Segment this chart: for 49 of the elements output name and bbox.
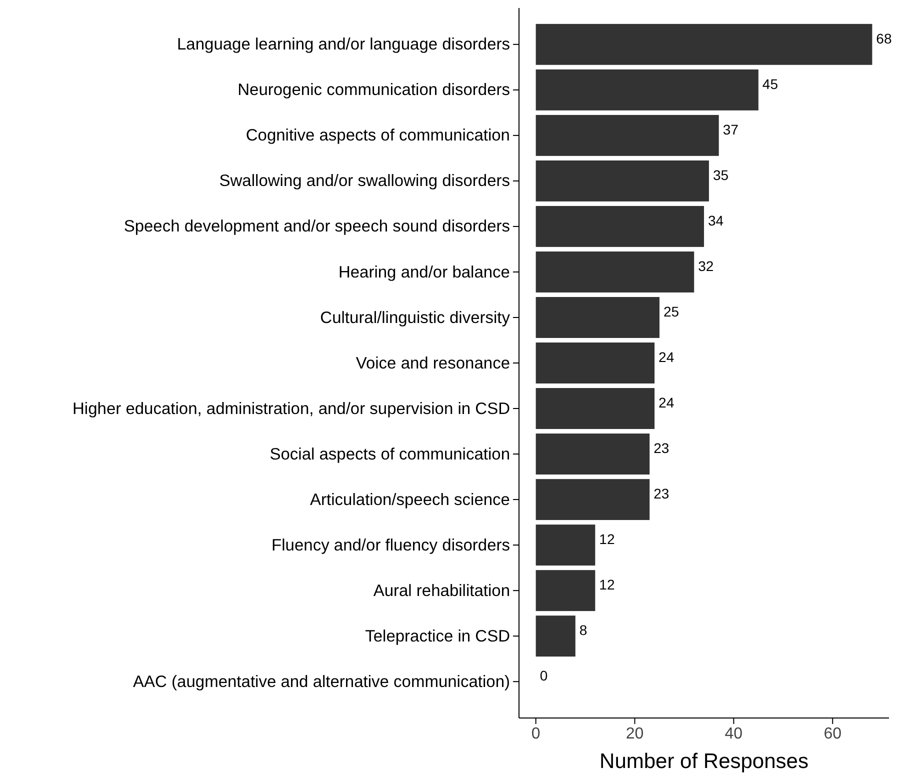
- y-tick-label: Telepractice in CSD: [365, 627, 510, 646]
- bar: [536, 297, 660, 338]
- data-label: 35: [712, 166, 729, 183]
- data-label: 12: [599, 530, 615, 547]
- bar: [536, 434, 650, 475]
- bar: [536, 570, 596, 612]
- data-label: 68: [876, 30, 892, 46]
- y-tick-label: Swallowing and/or swallowing disorders: [219, 172, 510, 190]
- data-label: 34: [708, 212, 724, 228]
- x-tick-label: 40: [724, 725, 743, 742]
- y-tick-label: Articulation/speech science: [310, 490, 510, 509]
- data-label: 23: [654, 440, 670, 456]
- bar: [536, 479, 650, 520]
- bar: [536, 524, 596, 566]
- x-tick-label: 20: [626, 725, 644, 742]
- bar: [536, 206, 704, 247]
- bar: [536, 388, 655, 429]
- y-tick-label: Hearing and/or balance: [338, 263, 510, 282]
- y-tick-label: Social aspects of communication: [270, 445, 510, 464]
- y-tick-label: Cognitive aspects of communication: [246, 126, 510, 145]
- data-label: 12: [599, 576, 615, 592]
- bar: [536, 69, 758, 110]
- y-tick-label: Voice and resonance: [356, 354, 510, 372]
- bar: [536, 24, 872, 65]
- data-label: 0: [540, 667, 548, 684]
- y-tick-label: Language learning and/or language disorders: [176, 36, 510, 54]
- data-label: 37: [722, 121, 739, 138]
- x-axis-title: Number of Responses: [600, 750, 808, 773]
- y-tick-label: Higher education, administration, and/or supervision in CSD: [72, 400, 510, 418]
- bar: [536, 342, 655, 384]
- data-label: 23: [654, 485, 670, 502]
- x-tick-label: 60: [824, 725, 842, 742]
- y-tick-label: Aural rehabilitation: [373, 582, 510, 600]
- bar: [536, 251, 694, 292]
- x-tick-label: 0: [531, 725, 540, 742]
- y-tick-label: Neurogenic communication disorders: [238, 81, 510, 100]
- data-label: 24: [658, 394, 674, 410]
- data-label: 8: [579, 622, 588, 638]
- data-label: 45: [762, 76, 778, 92]
- y-tick-label: Speech development and/or speech sound disorders: [124, 218, 510, 236]
- data-label: 32: [698, 258, 714, 274]
- bar: [536, 160, 709, 202]
- y-tick-label: Cultural/linguistic diversity: [320, 308, 511, 327]
- data-label: 25: [663, 303, 680, 320]
- y-tick-label: Fluency and/or fluency disorders: [272, 536, 510, 554]
- y-tick-label: AAC (augmentative and alternative communication): [133, 672, 510, 691]
- bar: [536, 114, 719, 156]
- bar: [536, 616, 576, 657]
- data-label: 24: [658, 348, 674, 365]
